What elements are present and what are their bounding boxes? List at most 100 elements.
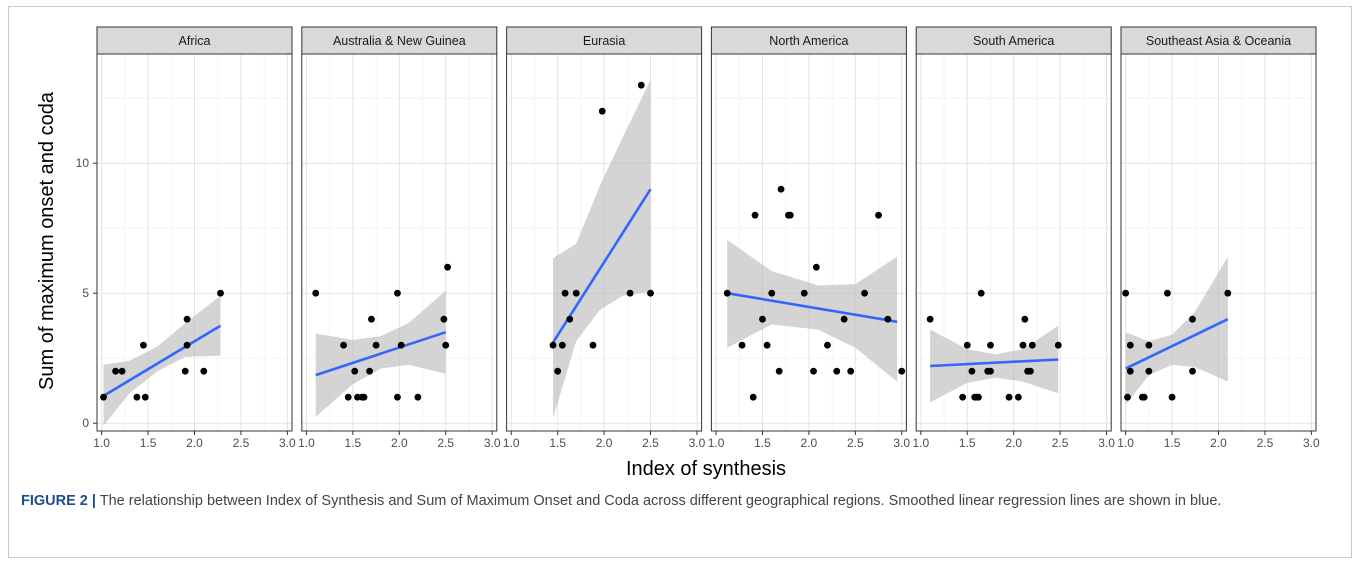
data-point	[368, 315, 375, 323]
x-tick-label: 1.5	[959, 436, 976, 450]
regression-line	[726, 291, 898, 324]
data-point	[1126, 341, 1134, 349]
data-point	[112, 367, 119, 375]
data-point	[1189, 315, 1196, 323]
data-point	[1126, 367, 1134, 375]
x-tick-label: 2.5	[437, 436, 454, 450]
data-point	[637, 81, 645, 89]
data-point	[775, 367, 783, 375]
data-point	[200, 367, 208, 375]
facet-panel: Africa 1.0 1.5 2.0 2.5 3.0	[93, 26, 296, 450]
data-point	[183, 341, 191, 349]
data-point	[987, 341, 994, 349]
data-point	[800, 289, 808, 297]
facet-strip	[915, 26, 1112, 55]
data-point	[394, 289, 401, 297]
regression-line	[930, 358, 1059, 368]
x-tick-label: 3.0	[689, 436, 706, 450]
x-tick-label: 2.5	[642, 436, 659, 450]
data-point	[140, 341, 147, 349]
x-tick-label: 1.5	[345, 436, 362, 450]
facet-strip	[96, 26, 293, 55]
caption-label: FIGURE 2 |	[21, 493, 96, 509]
data-point	[812, 263, 820, 271]
data-point	[1124, 393, 1131, 401]
facet-strip-label: Eurasia	[583, 34, 625, 48]
data-point	[1054, 341, 1062, 349]
facet-panel: South America 1.0 1.5 2.0 2.5 3.0	[912, 26, 1115, 450]
data-point	[968, 367, 976, 375]
x-tick-label: 1.0	[503, 436, 520, 450]
data-point	[589, 341, 597, 349]
x-tick-label: 3.0	[893, 436, 910, 450]
data-point	[1019, 341, 1027, 349]
data-point	[759, 315, 766, 323]
data-point	[183, 315, 191, 323]
data-point	[561, 289, 569, 297]
x-tick-label: 1.5	[754, 436, 771, 450]
data-point	[898, 367, 906, 375]
data-point	[442, 341, 450, 349]
data-point	[786, 211, 794, 219]
data-point	[351, 367, 359, 375]
x-tick-label: 3.0	[484, 436, 501, 450]
facet-strip-label: North America	[769, 34, 848, 48]
data-point	[738, 341, 746, 349]
data-point	[926, 315, 934, 323]
facet-strip	[1120, 26, 1317, 55]
data-point	[1021, 315, 1029, 323]
data-point	[751, 211, 759, 219]
data-point	[1145, 367, 1153, 375]
data-point	[749, 393, 757, 401]
data-point	[1027, 367, 1034, 375]
figure-frame: Sum of maximum onset and coda Index of s…	[8, 6, 1352, 558]
data-point	[1140, 393, 1148, 401]
y-axis-label: Sum of maximum onset and coda	[36, 91, 58, 390]
data-point	[554, 367, 562, 375]
confidence-ribbon	[727, 239, 898, 382]
data-point	[975, 393, 982, 401]
data-point	[977, 289, 985, 297]
x-tick-label: 3.0	[1098, 436, 1115, 450]
data-point	[768, 289, 776, 297]
facet-panel: Southeast Asia & Oceania 1.0 1.5 2.0 2.5 3.0	[1117, 26, 1320, 450]
data-point	[1028, 341, 1036, 349]
data-point	[394, 393, 401, 401]
facet-panel: North America 1.0 1.5 2.0 2.5 3.0	[708, 26, 910, 450]
facet-panel: Australia & New Guinea 1.0 1.5 2.0 2.5 3.0	[298, 26, 501, 450]
y-tick-label: 5	[82, 286, 89, 300]
y-tick-label: 10	[76, 156, 90, 170]
data-point	[340, 341, 347, 349]
confidence-ribbon	[553, 80, 651, 418]
data-point	[360, 393, 368, 401]
regression-line	[102, 324, 222, 398]
x-tick-label: 3.0	[279, 436, 296, 450]
data-point	[884, 315, 892, 323]
data-point	[1005, 393, 1013, 401]
facet-strip-label: Australia & New Guinea	[333, 34, 466, 48]
data-point	[647, 289, 654, 297]
facet-strip-label: Southeast Asia & Oceania	[1146, 34, 1291, 48]
regression-line	[1125, 318, 1229, 370]
data-point	[444, 263, 451, 271]
data-point	[777, 185, 785, 193]
facet-strip	[301, 26, 498, 55]
data-point	[1164, 289, 1171, 297]
data-point	[847, 367, 855, 375]
x-tick-label: 2.5	[847, 436, 864, 450]
data-point	[875, 211, 882, 219]
x-tick-label: 1.5	[549, 436, 566, 450]
data-point	[312, 289, 320, 297]
data-point	[861, 289, 869, 297]
facet-strip	[506, 26, 703, 55]
data-point	[181, 367, 189, 375]
regression-line	[315, 330, 447, 377]
data-point	[118, 367, 126, 375]
data-point	[1014, 393, 1022, 401]
data-point	[723, 289, 731, 297]
x-tick-label: 1.5	[1164, 436, 1181, 450]
data-point	[100, 393, 107, 401]
x-tick-label: 1.5	[140, 436, 157, 450]
facet-strip-label: Africa	[179, 34, 211, 48]
